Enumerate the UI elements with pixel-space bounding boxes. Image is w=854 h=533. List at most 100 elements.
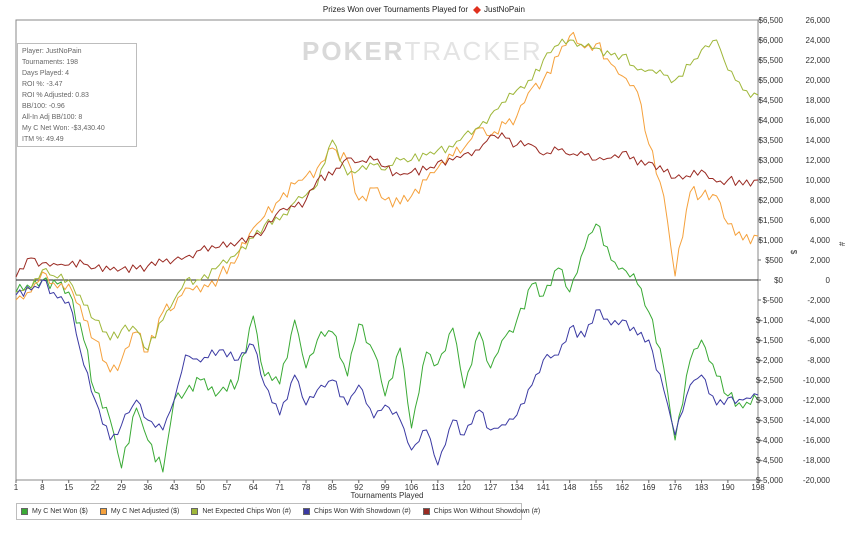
right-tick-label: 8,000: [810, 196, 831, 205]
chart-title-player: JustNoPain: [484, 5, 525, 14]
info-net-won: My C Net Won: -$3,430.40: [22, 125, 105, 132]
right-tick-label: 20,000: [806, 76, 831, 85]
x-tick-label: 141: [537, 483, 551, 492]
right-tick-label: -2,000: [807, 296, 830, 305]
x-tick-label: 155: [589, 483, 603, 492]
info-bb100: BB/100: -0.96: [22, 103, 65, 110]
x-tick-label: 113: [431, 483, 444, 492]
x-tick-label: 148: [563, 483, 577, 492]
x-tick-label: 120: [458, 483, 472, 492]
legend-label: Net Expected Chips Won (#): [202, 508, 291, 515]
x-tick-label: 99: [381, 483, 390, 492]
left-tick-label: $2,000: [759, 196, 784, 205]
poker-tracker-watermark: POKERTRACKER: [302, 36, 543, 66]
x-tick-label: 1: [14, 483, 19, 492]
x-tick-label: 43: [170, 483, 179, 492]
x-tick-label: 134: [510, 483, 524, 492]
x-tick-label: 92: [354, 483, 363, 492]
stats-info-box: Player: JustNoPain Tournaments: 198 Days…: [17, 43, 137, 147]
legend-label: Chips Won Without Showdown (#): [433, 508, 541, 515]
x-tick-label: 85: [328, 483, 337, 492]
x-tick-label: 71: [275, 483, 284, 492]
right-tick-label: 22,000: [806, 56, 831, 65]
right-tick-label: -16,000: [803, 436, 831, 445]
left-tick-label: $-5,000: [756, 476, 784, 485]
x-tick-label: 57: [222, 483, 231, 492]
x-tick-label: 50: [196, 483, 205, 492]
left-tick-label: $0: [774, 276, 783, 285]
left-tick-label: $-500: [763, 296, 784, 305]
chart-legend: My C Net Won ($) My C Net Adjusted ($) Net…: [16, 503, 540, 520]
x-axis-label: Tournaments Played: [351, 491, 424, 500]
left-tick-label: $4,500: [759, 96, 784, 105]
series-line-5: [15, 132, 759, 278]
x-tick-label: 15: [64, 483, 73, 492]
x-tick-label: 190: [721, 483, 735, 492]
x-tick-label: 162: [616, 483, 630, 492]
left-tick-label: $-1,500: [756, 336, 784, 345]
right-tick-label: 6,000: [810, 216, 831, 225]
right-y-axis-label: #: [837, 242, 846, 247]
right-tick-label: 24,000: [806, 36, 831, 45]
legend-swatch: [302, 508, 310, 515]
x-tick-label: 183: [695, 483, 709, 492]
left-tick-label: $4,000: [759, 116, 784, 125]
left-tick-label: $-2,000: [756, 356, 784, 365]
left-tick-label: $5,500: [759, 56, 784, 65]
left-tick-label: $-2,500: [756, 376, 784, 385]
right-tick-label: 16,000: [806, 116, 831, 125]
left-tick-label: $3,000: [759, 156, 784, 165]
series-line-4: [15, 279, 759, 466]
x-tick-label: 169: [642, 483, 656, 492]
right-tick-label: -14,000: [803, 416, 831, 425]
right-tick-label: 14,000: [806, 136, 831, 145]
left-tick-label: $6,500: [759, 16, 784, 25]
right-tick-label: 4,000: [810, 236, 831, 245]
left-tick-label: $5,000: [759, 76, 784, 85]
info-roi: ROI %: -3.47: [22, 81, 63, 88]
info-itm: ITM %: 49.49: [22, 136, 64, 143]
x-tick-label: 127: [484, 483, 498, 492]
legend-item-5[interactable]: Chips Won Without Showdown (#): [422, 508, 541, 515]
x-tick-label: 29: [117, 483, 126, 492]
plot-frame: [15, 19, 759, 481]
info-days-played: Days Played: 4: [22, 70, 70, 77]
right-tick-label: 26,000: [806, 16, 831, 25]
x-tick-label: 78: [302, 483, 311, 492]
legend-item-3[interactable]: Net Expected Chips Won (#): [191, 508, 291, 515]
x-tick-label: 8: [40, 483, 45, 492]
legend-item-2[interactable]: My C Net Adjusted ($): [99, 508, 179, 515]
x-tick-label: 198: [751, 483, 765, 492]
right-tick-label: -10,000: [803, 376, 831, 385]
legend-label: My C Net Won ($): [32, 508, 88, 515]
left-tick-label: $6,000: [759, 36, 784, 45]
x-tick-label: 176: [668, 483, 682, 492]
legend-item-1[interactable]: My C Net Won ($): [21, 508, 88, 515]
series-line-2: [15, 31, 759, 373]
left-tick-label: $-4,000: [756, 436, 784, 445]
legend-swatch: [422, 508, 430, 515]
legend-swatch: [21, 508, 28, 515]
right-tick-label: -6,000: [807, 336, 830, 345]
title-poker-logo-icon: [473, 6, 481, 14]
right-tick-label: -20,000: [803, 476, 831, 485]
left-tick-label: $1,000: [759, 236, 784, 245]
x-tick-label: 106: [405, 483, 419, 492]
left-y-axis-label: $: [789, 250, 798, 255]
left-tick-label: $500: [765, 256, 783, 265]
left-tick-label: $3,500: [759, 136, 784, 145]
legend-swatch: [99, 508, 107, 515]
left-tick-label: $-4,500: [756, 456, 784, 465]
info-allin-bb100: All-In Adj BB/100: 8: [22, 114, 83, 121]
left-tick-label: $-3,000: [756, 396, 784, 405]
x-tick-label: 36: [143, 483, 152, 492]
left-tick-label: $1,500: [759, 216, 784, 225]
right-tick-label: 0: [826, 276, 831, 285]
right-tick-label: 18,000: [806, 96, 831, 105]
legend-item-4[interactable]: Chips Won With Showdown (#): [302, 508, 411, 515]
right-tick-label: -18,000: [803, 456, 831, 465]
left-tick-label: $-1,000: [756, 316, 784, 325]
series-line-1: [15, 223, 759, 473]
legend-label: Chips Won With Showdown (#): [313, 508, 411, 515]
